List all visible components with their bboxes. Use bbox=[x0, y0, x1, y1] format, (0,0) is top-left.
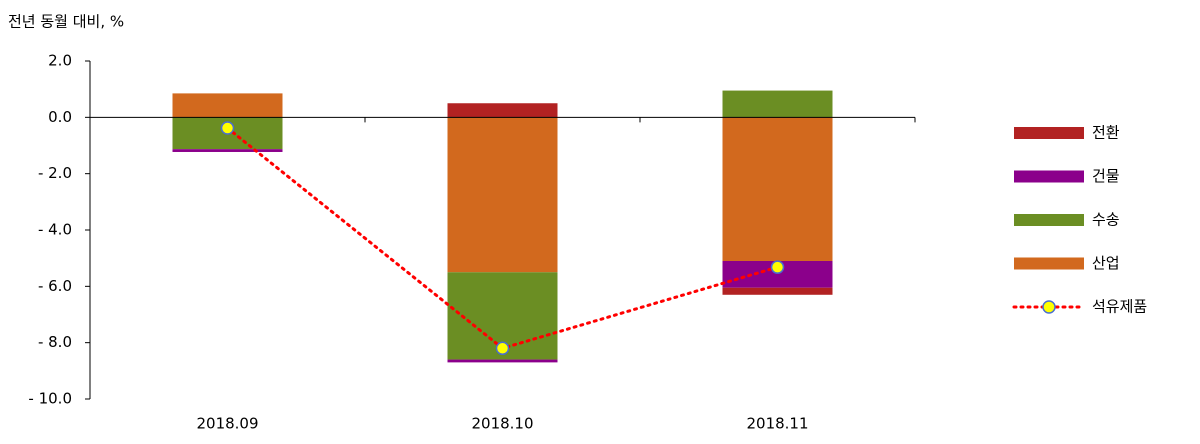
legend-label: 석유제품 bbox=[1092, 298, 1147, 316]
y-axis-label: 전년 동월 대비, % bbox=[8, 13, 124, 31]
bar-segment bbox=[447, 103, 558, 118]
bar-segment bbox=[722, 90, 833, 118]
line-marker bbox=[495, 341, 510, 356]
bar-segment bbox=[447, 359, 558, 363]
legend-swatch bbox=[1042, 300, 1056, 314]
legend-swatch bbox=[1014, 214, 1084, 226]
bar-segment bbox=[722, 117, 833, 261]
line-marker bbox=[770, 260, 785, 274]
y-tick-label: - 8.0 bbox=[38, 333, 72, 351]
x-tick-label: 2018.09 bbox=[196, 415, 258, 433]
bar-segment bbox=[172, 149, 283, 152]
y-tick-label: - 6.0 bbox=[38, 277, 72, 295]
legend-swatch bbox=[1014, 127, 1084, 139]
legend-swatch bbox=[1014, 257, 1084, 270]
y-tick-label: 2.0 bbox=[48, 52, 72, 70]
legend-label: 전환 bbox=[1092, 124, 1120, 142]
y-tick-label: - 2.0 bbox=[38, 164, 72, 182]
legend-label: 수송 bbox=[1092, 211, 1120, 229]
x-tick-label: 2018.11 bbox=[746, 415, 808, 433]
bar-segment bbox=[447, 117, 558, 273]
legend-label: 건물 bbox=[1092, 167, 1120, 185]
x-tick-label: 2018.10 bbox=[471, 415, 533, 433]
bar-segment bbox=[172, 93, 283, 118]
line-marker bbox=[220, 121, 235, 135]
y-tick-label: 0.0 bbox=[48, 108, 72, 126]
legend-swatch bbox=[1014, 170, 1084, 183]
y-tick-label: - 10.0 bbox=[28, 390, 72, 408]
y-tick-label: - 4.0 bbox=[38, 221, 72, 239]
bar-segment bbox=[722, 287, 833, 295]
legend-label: 산업 bbox=[1092, 254, 1120, 272]
